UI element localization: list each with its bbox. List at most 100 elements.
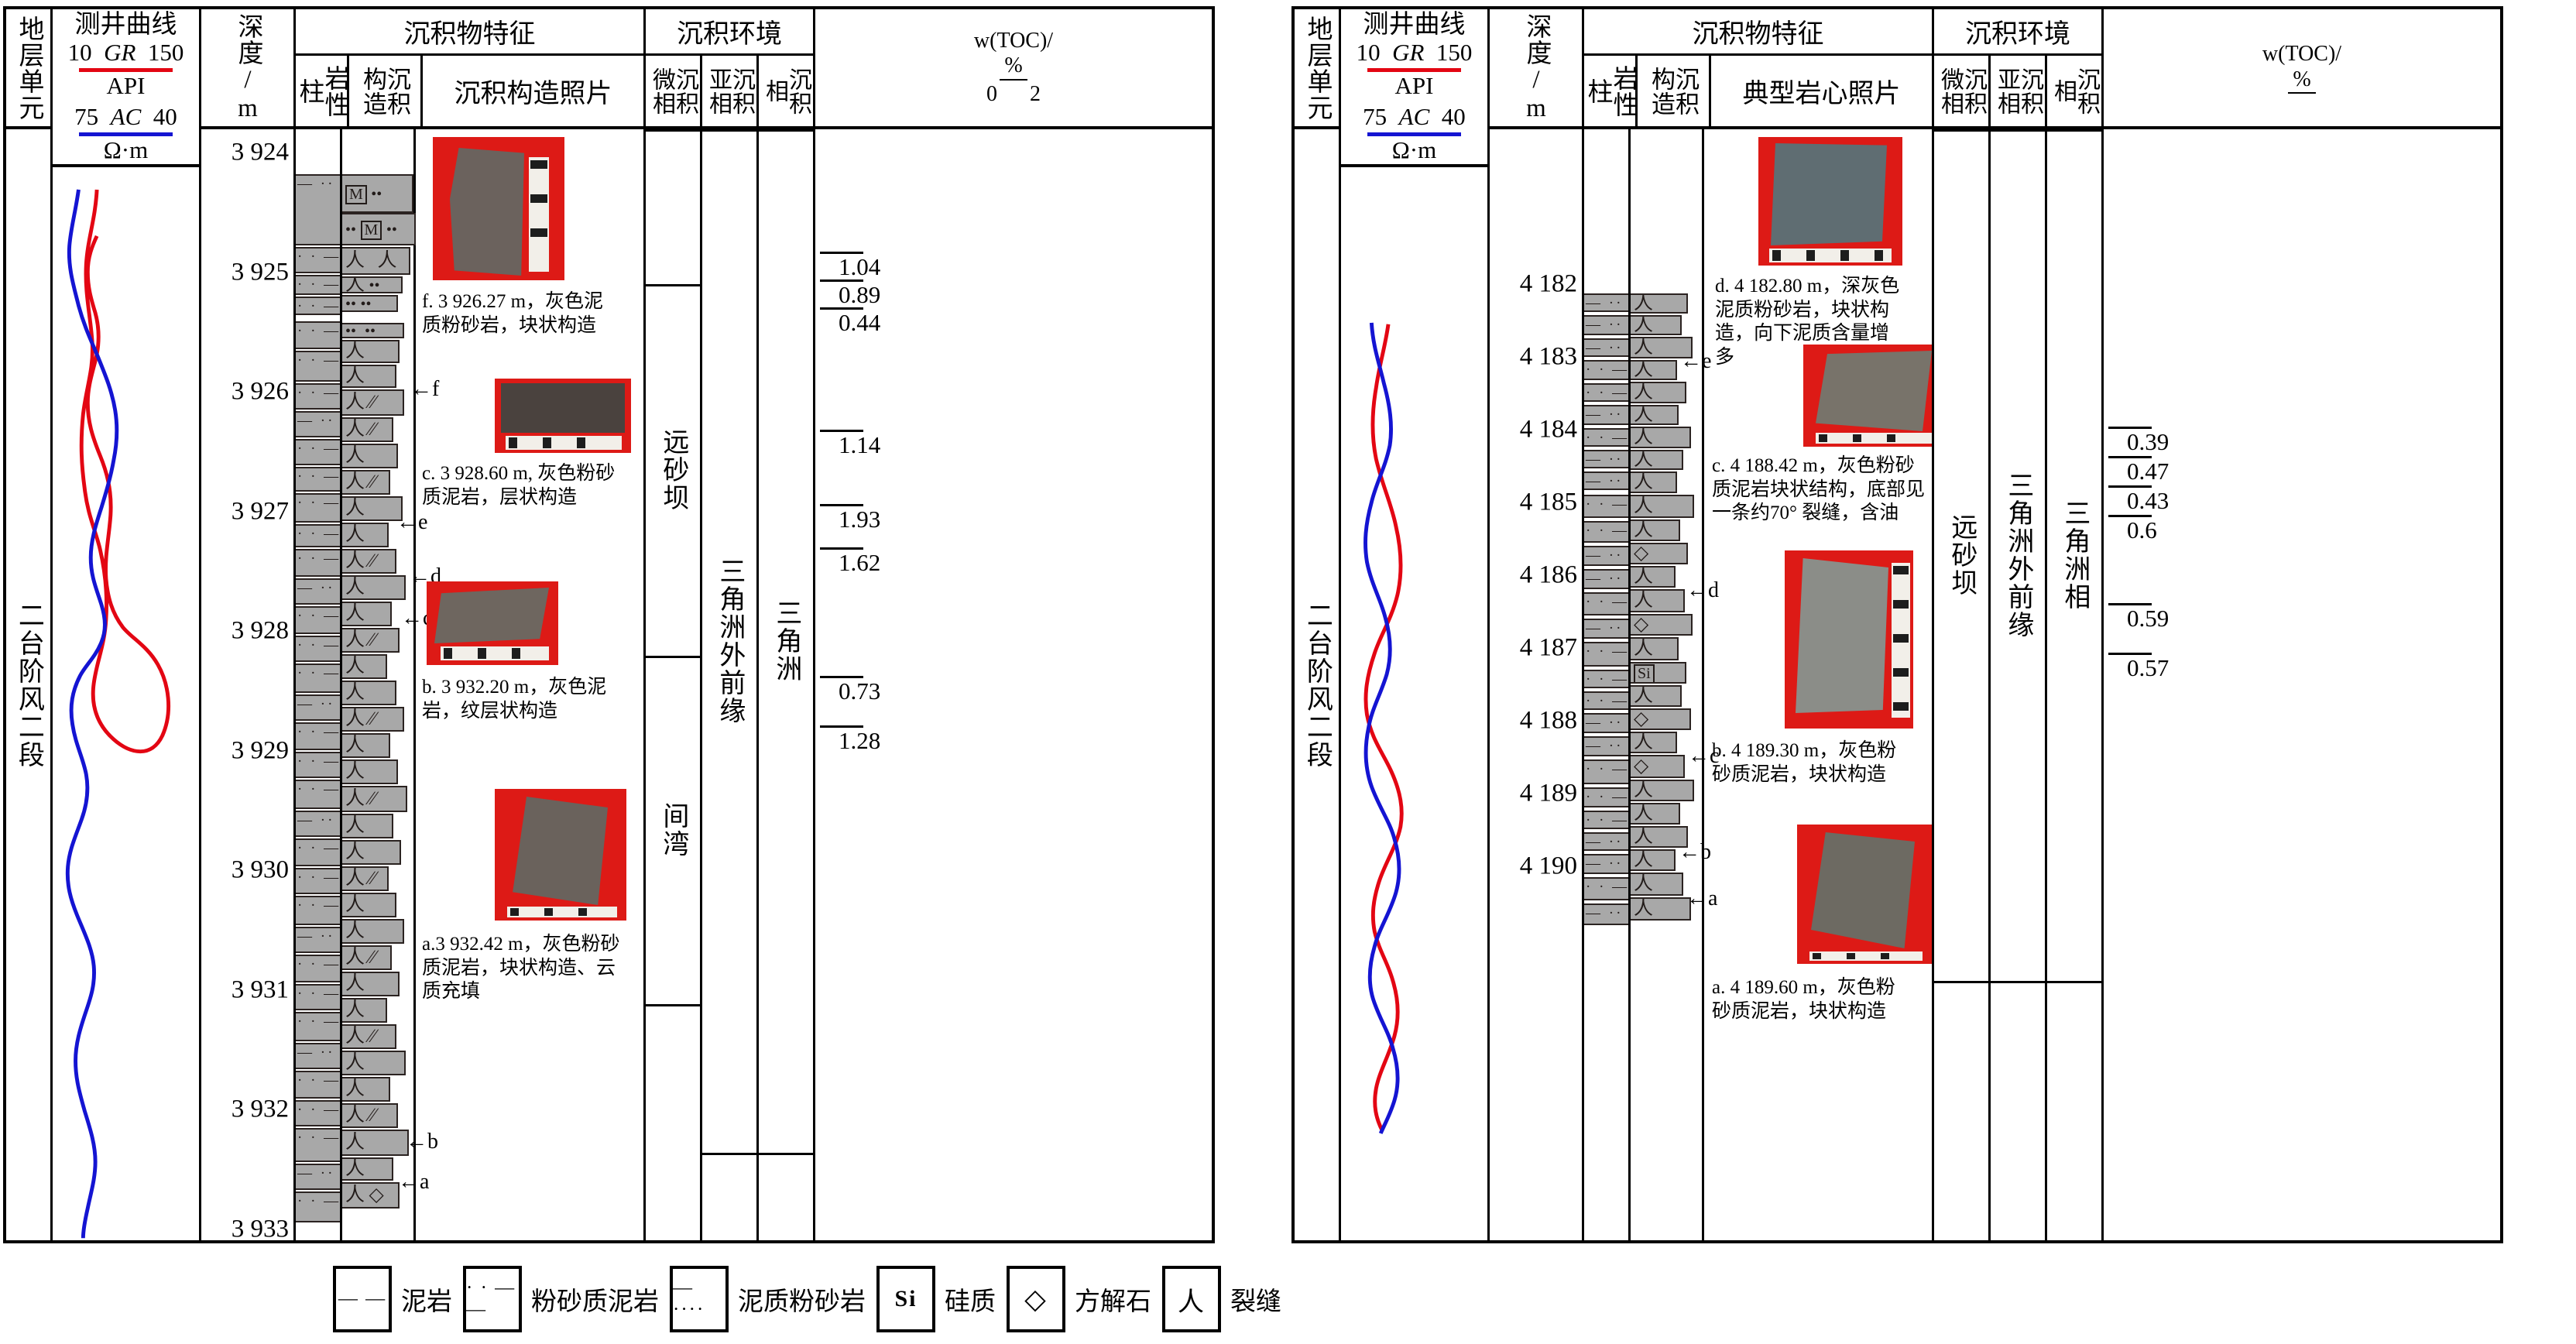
sed-structure-symbol: 人: [1631, 733, 1656, 752]
lithology-pattern: · · — · · —: [297, 840, 340, 856]
column-toc-left: w(TOC)/ % 0 2 1.04 0.89 0.44 1.14 1.93 1.62 0.…: [815, 9, 1212, 1240]
lithology-bed: · · — · · —: [296, 838, 340, 866]
depth-tick-list-right: 4 182 4 183 4 184 4 185 4 186 4 187 4 188 4 189…: [1490, 129, 1582, 1240]
lithology-bed: — ·· — ··: [1584, 338, 1628, 357]
sed-structure-bed: 人: [342, 444, 398, 468]
lithology-bed: · · — · · —: [1584, 691, 1628, 710]
sed-structure-bed: 人 ∕∕: [342, 1103, 398, 1128]
ruler-segment: [1893, 668, 1909, 677]
subfacies-value-left: 三角洲外前缘: [715, 557, 744, 725]
fracture-symbol: 人: [1634, 898, 1654, 919]
depth-tick: 4 183: [1519, 342, 1577, 371]
sed-structure-bed: 人: [342, 654, 387, 679]
ac-color-rule-left: [78, 132, 173, 137]
sed-structure-symbol: 人 ∕∕: [342, 420, 379, 440]
lithology-pattern: · · — · · —: [297, 897, 340, 914]
ruler-segment: [530, 160, 547, 169]
toc-value: 0.73: [839, 677, 881, 705]
lithology-bed: · · — · · —: [296, 351, 340, 382]
lithology-pattern: · · — · · —: [1586, 761, 1628, 777]
sed-structure-symbol: 人: [342, 735, 368, 756]
sed-structure-bed: 人 ∕∕: [342, 389, 404, 416]
lamination-symbol: ∕∕: [369, 550, 376, 571]
lithology-pattern: — ·· — ··: [1586, 738, 1628, 754]
body-log-curves-right: [1341, 167, 1487, 1240]
header-lithology-right: 岩性柱: [1583, 56, 1638, 126]
sed-structure-bed: 人: [342, 602, 392, 626]
column-strat-unit-right: 地层单元 二台阶风二段: [1295, 9, 1341, 1240]
header-toc-left: w(TOC)/ % 0 2: [815, 9, 1212, 129]
fracture-symbol: 人: [345, 577, 365, 598]
calcite-symbol: ◇: [1634, 756, 1649, 777]
sed-structure-bed: 人: [342, 840, 401, 865]
sed-structure-symbol: 人: [1631, 473, 1656, 492]
toc-value: 0.6: [2127, 516, 2157, 543]
column-log-curves-left: 测井曲线 10 GR 150 API 75 AC 40: [53, 9, 201, 1240]
fracture-symbol: 人: [1634, 337, 1654, 358]
rock-sample: [513, 797, 608, 905]
lithology-pattern: · · — · · —: [297, 608, 340, 624]
ac-color-rule-right: [1367, 132, 1462, 137]
gr-unit-right: API: [1394, 71, 1434, 99]
lithology-bed: — ·· — ··: [1584, 293, 1628, 312]
sed-structure-bed: 人: [1631, 589, 1685, 612]
gr-curve-left: [79, 189, 171, 753]
lithology-pattern: · · — · · —: [297, 665, 340, 681]
gr-color-rule-left: [78, 67, 173, 72]
sed-structure-bed: ◇: [1631, 755, 1685, 778]
lamination-symbol: ∕∕: [369, 947, 376, 968]
header-photo-right: 典型岩心照片: [1711, 56, 1932, 126]
sed-structure-symbol: 人: [342, 816, 368, 836]
legend-symbol-fracture: 人: [1162, 1266, 1221, 1332]
sed-structure-symbol: 人 ∕∕: [342, 630, 379, 650]
fracture-symbol: 人: [1634, 803, 1654, 824]
sed-structure-bed: 人: [1631, 360, 1677, 380]
sed-structure-symbol: 人: [342, 657, 368, 677]
lithology-bed: · · — · · —: [296, 984, 340, 1010]
lithology-pattern: · · — · · —: [1586, 594, 1628, 610]
lithology-bed: · · — · · —: [296, 752, 340, 778]
column-strat-unit-left: 地层单元 二台阶风二段: [6, 9, 53, 1240]
header-log-curves-left: 测井曲线 10 GR 150 API 75 AC 40: [53, 9, 199, 167]
fracture-symbol: 人: [1634, 638, 1654, 659]
depth-tick: 3 928: [231, 616, 289, 645]
lithology-pattern: · · — · · —: [1586, 385, 1628, 401]
depth-tick: 3 929: [231, 736, 289, 764]
sed-structure-bed: 人: [1631, 803, 1680, 825]
lithology-pattern: — ·· — ··: [297, 1044, 340, 1061]
sed-structure-bed: 人: [1631, 495, 1694, 518]
rock-sample: [1771, 143, 1887, 245]
sed-structure-symbol: 人: [342, 1053, 368, 1073]
lithology-bed: · · — · · —: [296, 549, 340, 577]
sed-structure-symbol: 人: [1631, 828, 1656, 846]
fracture-symbol: 人: [345, 1052, 365, 1073]
panel-right: 地层单元 二台阶风二段 测井曲线 10 GR 150: [1291, 6, 2503, 1243]
fracture-symbol: 人: [345, 761, 365, 782]
toc-label-right: w(TOC)/: [2262, 42, 2342, 67]
lithology-pattern: · · — · · —: [1586, 879, 1628, 895]
fracture-symbol: 人: [345, 947, 365, 968]
sed-structure-bed: 人: [1631, 685, 1682, 707]
sed-structure-symbol: 人: [1631, 639, 1656, 659]
fracture-symbol: 人: [345, 788, 365, 809]
lithology-bed: · · — · · —: [296, 1191, 340, 1222]
microfacies-value-right: 远砂坝: [1947, 513, 1976, 597]
fracture-symbol: 人: [345, 276, 365, 293]
sed-structure-bed: M ••: [342, 174, 413, 213]
sed-structure-bed: 人: [1631, 826, 1688, 848]
fracture-symbol: 人: [345, 1105, 365, 1126]
sed-structure-bed: 人: [1631, 315, 1682, 335]
toc-tick: [2108, 456, 2152, 458]
lithology-bed: · · — · · —: [296, 663, 340, 693]
lamination-symbol: ∕∕: [369, 471, 376, 492]
lithology-bed: · · — · · —: [296, 868, 340, 894]
structure-marker-e: ←e: [396, 510, 428, 534]
sed-structure-bed: 人: [342, 972, 400, 996]
lithology-pattern: — ·· — ··: [1586, 571, 1628, 587]
lithology-strip-right: — ·· — ·· — ·· — ·· — ·· — ·· · · — · · — · …: [1584, 129, 1631, 1240]
sed-structure-bed: 人: [342, 919, 404, 944]
header-sed-environment-title-left: 沉积环境: [646, 9, 813, 56]
photo-area-right: d. 4 182.80 m，深灰色泥质粉砂岩，块状构造，向下泥质含量增多 c. 4…: [1704, 129, 1932, 1240]
lithology-pattern: · · — · · —: [297, 637, 340, 653]
toc-tick: [2108, 427, 2152, 429]
